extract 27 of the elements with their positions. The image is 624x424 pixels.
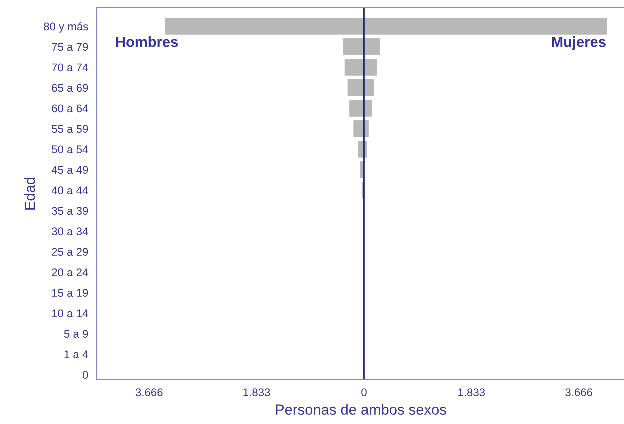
- y-tick-label: 30 a 34: [52, 228, 88, 236]
- y-tick-label: 70 a 74: [52, 64, 88, 72]
- y-tick-label: 15 a 19: [52, 289, 88, 298]
- y-axis-title: Edad: [24, 178, 36, 210]
- x-tick-label: 3.666: [136, 388, 163, 396]
- y-tick-label: 20 a 24: [52, 268, 88, 277]
- y-tick-label: 10 a 14: [52, 310, 88, 318]
- y-tick-label: 45 a 49: [52, 166, 88, 174]
- y-tick-label: 0: [82, 371, 88, 380]
- x-tick-label: 0: [362, 388, 367, 396]
- series-label: Mujeres: [552, 36, 606, 50]
- y-tick-label: 1 a 4: [64, 350, 88, 359]
- x-axis-title: Personas de ambos sexos: [276, 404, 446, 415]
- y-tick-label: 50 a 54: [52, 146, 88, 154]
- y-tick-label: 40 a 44: [52, 186, 88, 195]
- y-tick-label: 80 y más: [44, 22, 88, 33]
- y-tick-label: 35 a 39: [52, 207, 88, 216]
- y-tick-label: 5 a 9: [64, 330, 88, 338]
- series-label: Hombres: [116, 36, 178, 48]
- y-tick-label: 75 a 79: [52, 43, 88, 52]
- y-tick-label: 25 a 29: [52, 248, 88, 256]
- y-tick-label: 60 a 64: [52, 104, 88, 113]
- y-tick-label: 65 a 69: [52, 84, 88, 92]
- y-tick-label: 55 a 59: [52, 125, 88, 134]
- x-tick-label: 3.666: [566, 388, 592, 396]
- x-tick-label: 1.833: [244, 388, 270, 396]
- x-tick-label: 1.833: [458, 388, 486, 396]
